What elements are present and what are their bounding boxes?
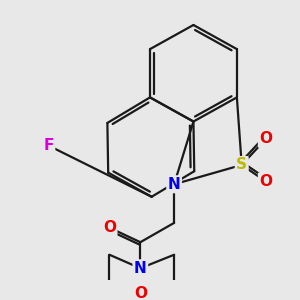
Text: O: O	[134, 286, 147, 300]
Text: S: S	[236, 158, 247, 172]
Text: O: O	[259, 174, 272, 189]
Text: N: N	[134, 261, 147, 276]
Text: N: N	[168, 177, 181, 192]
Text: O: O	[103, 220, 116, 235]
Text: O: O	[259, 131, 272, 146]
Text: F: F	[44, 138, 54, 153]
